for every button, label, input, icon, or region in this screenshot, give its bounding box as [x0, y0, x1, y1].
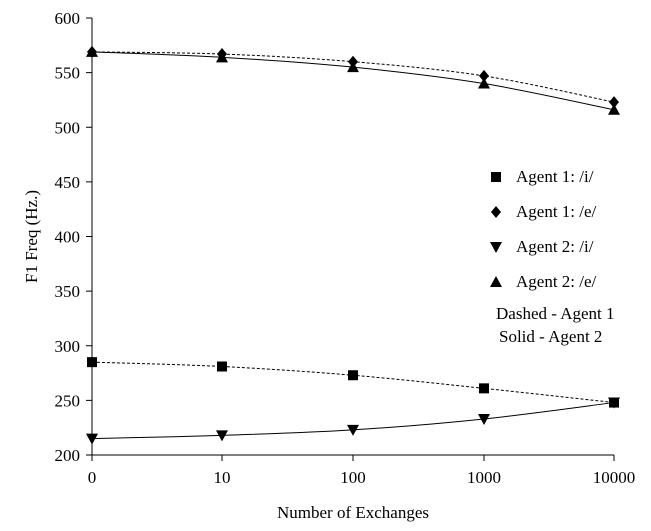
y-tick-label: 600 [55, 9, 81, 28]
x-tick-label: 100 [340, 468, 366, 487]
x-tick-label: 10 [214, 468, 231, 487]
data-point-series-3 [478, 413, 490, 425]
data-point-series-4 [86, 45, 98, 57]
legend-note: Dashed - Agent 1 [496, 304, 615, 323]
y-tick-label: 400 [55, 228, 81, 247]
series-line-1 [91, 361, 615, 404]
data-point-series-3 [347, 424, 359, 436]
legend-marker [491, 172, 501, 182]
y-axis-title: F1 Freq (Hz.) [22, 190, 41, 283]
data-point-series-1 [87, 357, 97, 368]
axis-labels: 200 250 300 350 400 450 500 550 600 0 10 100 1000 100… [22, 9, 635, 522]
legend-entry: Agent 2: /i/ [516, 237, 594, 256]
data-point-series-3 [86, 433, 98, 445]
legend-entry: Agent 2: /e/ [516, 272, 597, 291]
legend-entry: Agent 1: /e/ [516, 202, 597, 221]
y-tick-label: 450 [55, 173, 81, 192]
axes [86, 17, 615, 461]
y-tick-label: 300 [55, 337, 81, 356]
x-tick-label: 0 [88, 468, 97, 487]
y-tick-label: 550 [55, 64, 81, 83]
legend-marker [490, 276, 502, 287]
x-tick-label: 10000 [593, 468, 636, 487]
data-point-series-4 [347, 61, 359, 73]
data-point-series-1 [348, 370, 358, 381]
legend-marker [490, 242, 502, 253]
data-point-series-1 [217, 361, 227, 372]
x-axis-title: Number of Exchanges [277, 503, 429, 522]
y-tick-label: 350 [55, 282, 81, 301]
legend-entry: Agent 1: /i/ [516, 167, 594, 186]
data-point-series-3 [608, 397, 620, 409]
data-point-series-2 [479, 69, 489, 82]
legend-note: Solid - Agent 2 [499, 327, 602, 346]
series-markers [86, 45, 620, 445]
data-point-series-4 [608, 103, 620, 115]
y-tick-label: 200 [55, 446, 81, 465]
data-point-series-4 [216, 51, 228, 63]
data-point-series-4 [478, 77, 490, 89]
legend: Agent 1: /i/Agent 1: /e/Agent 2: /i/Agen… [490, 167, 615, 346]
x-tick-label: 1000 [467, 468, 501, 487]
data-point-series-3 [216, 430, 228, 442]
legend-marker [491, 206, 501, 218]
y-tick-label: 250 [55, 391, 81, 410]
y-tick-label: 500 [55, 118, 81, 137]
data-point-series-1 [479, 383, 489, 394]
data-point-series-2 [609, 96, 619, 109]
